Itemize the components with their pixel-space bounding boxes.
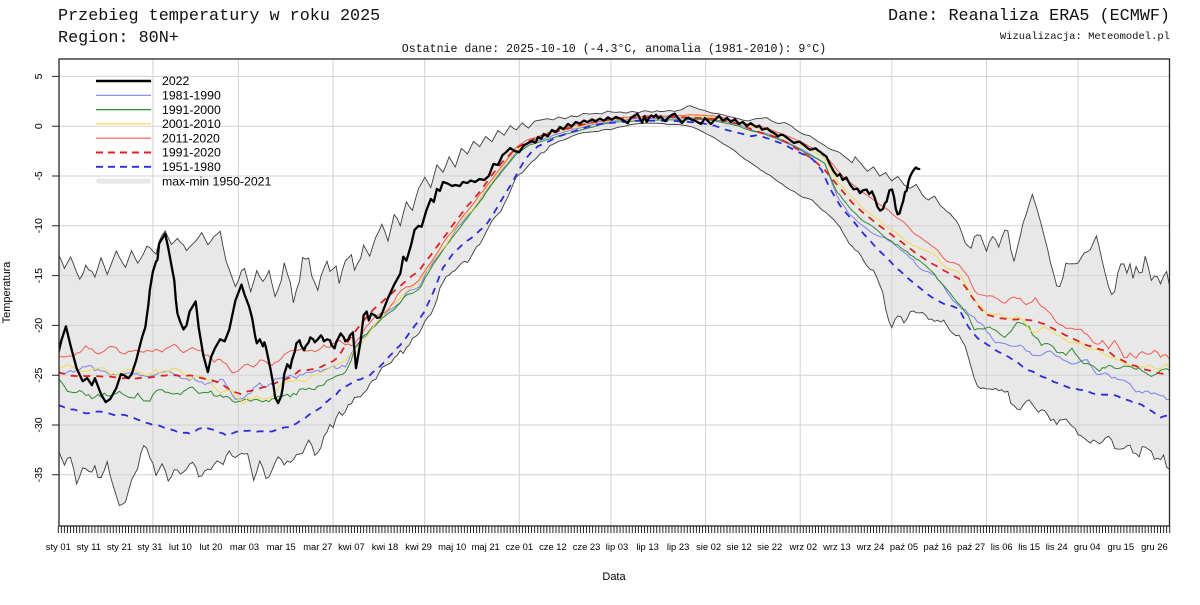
svg-text:paź 05: paź 05: [890, 541, 918, 552]
svg-text:gru 04: gru 04: [1074, 541, 1101, 552]
svg-text:-25: -25: [33, 367, 45, 382]
svg-text:2011-2020: 2011-2020: [162, 131, 220, 145]
svg-text:gru 15: gru 15: [1108, 541, 1135, 552]
svg-text:kwi 18: kwi 18: [372, 541, 399, 552]
svg-text:sty 01: sty 01: [46, 541, 71, 552]
svg-text:mar 03: mar 03: [230, 541, 259, 552]
svg-text:-35: -35: [33, 467, 45, 482]
svg-text:lip 23: lip 23: [667, 541, 689, 552]
svg-text:lip 03: lip 03: [606, 541, 628, 552]
svg-text:kwi 29: kwi 29: [405, 541, 432, 552]
svg-text:sie 02: sie 02: [696, 541, 721, 552]
svg-text:Data: Data: [602, 571, 626, 583]
svg-text:2022: 2022: [162, 74, 190, 88]
svg-text:paź 16: paź 16: [924, 541, 952, 552]
svg-text:lut 10: lut 10: [169, 541, 192, 552]
svg-text:paź 27: paź 27: [957, 541, 985, 552]
svg-text:cze 12: cze 12: [539, 541, 567, 552]
svg-text:lis 24: lis 24: [1046, 541, 1068, 552]
svg-text:sty 21: sty 21: [107, 541, 132, 552]
svg-text:gru 26: gru 26: [1141, 541, 1168, 552]
svg-text:-10: -10: [33, 218, 45, 233]
svg-text:cze 01: cze 01: [505, 541, 533, 552]
svg-text:1951-1980: 1951-1980: [162, 160, 221, 174]
svg-text:maj 10: maj 10: [438, 541, 466, 552]
svg-text:cze 23: cze 23: [573, 541, 601, 552]
svg-text:maj 21: maj 21: [472, 541, 500, 552]
svg-text:-5: -5: [33, 171, 45, 180]
svg-text:Ostatnie dane: 2025-10-10 (-4.: Ostatnie dane: 2025-10-10 (-4.3°C, anoma…: [402, 43, 826, 56]
svg-text:Region: 80N+: Region: 80N+: [58, 29, 179, 48]
svg-text:-20: -20: [33, 318, 45, 333]
svg-text:wrz 24: wrz 24: [856, 541, 885, 552]
svg-text:5: 5: [33, 73, 45, 79]
svg-text:lis 06: lis 06: [991, 541, 1013, 552]
svg-text:lis 15: lis 15: [1018, 541, 1040, 552]
svg-text:lut 20: lut 20: [200, 541, 223, 552]
svg-text:mar 15: mar 15: [267, 541, 296, 552]
svg-text:mar 27: mar 27: [303, 541, 332, 552]
svg-text:kwi 07: kwi 07: [338, 541, 365, 552]
svg-text:wrz 13: wrz 13: [822, 541, 851, 552]
svg-text:sie 12: sie 12: [727, 541, 752, 552]
svg-text:1991-2000: 1991-2000: [162, 103, 221, 117]
svg-text:sty 11: sty 11: [77, 541, 101, 552]
svg-text:sie 22: sie 22: [757, 541, 782, 552]
svg-text:1981-1990: 1981-1990: [162, 89, 221, 103]
svg-text:2001-2010: 2001-2010: [162, 117, 221, 131]
svg-text:1991-2020: 1991-2020: [162, 146, 221, 160]
svg-text:Przebieg temperatury w roku 20: Przebieg temperatury w roku 2025: [58, 7, 380, 26]
svg-text:sty 31: sty 31: [137, 541, 162, 552]
svg-text:Wizualizacja: Meteomodel.pl: Wizualizacja: Meteomodel.pl: [1000, 31, 1170, 43]
svg-text:-30: -30: [33, 417, 45, 432]
svg-text:lip 13: lip 13: [636, 541, 658, 552]
svg-text:wrz 02: wrz 02: [788, 541, 817, 552]
svg-text:0: 0: [33, 123, 45, 129]
svg-text:max-min 1950-2021: max-min 1950-2021: [162, 174, 272, 188]
svg-text:Dane: Reanaliza ERA5 (ECMWF): Dane: Reanaliza ERA5 (ECMWF): [888, 7, 1170, 26]
svg-text:Temperatura: Temperatura: [1, 261, 13, 324]
svg-text:-15: -15: [33, 268, 45, 283]
